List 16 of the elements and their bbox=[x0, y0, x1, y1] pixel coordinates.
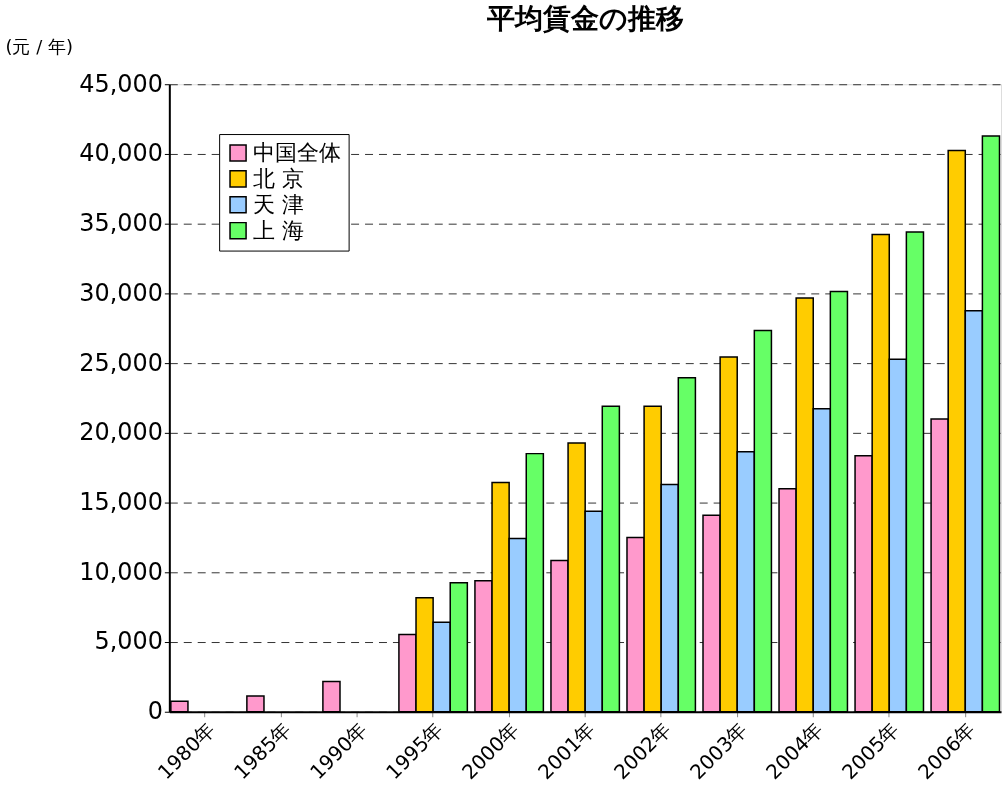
y-tick-label: 10,000 bbox=[79, 557, 163, 586]
chart-title: 平均賃金の推移 bbox=[485, 2, 684, 36]
y-axis-title: (元 / 年) bbox=[5, 35, 73, 57]
y-tick-label: 20,000 bbox=[79, 418, 163, 447]
y-tick-label: 45,000 bbox=[79, 69, 163, 98]
legend-label: 中国全体 bbox=[252, 139, 341, 165]
y-tick-label: 25,000 bbox=[79, 348, 163, 377]
y-tick-label: 5,000 bbox=[94, 627, 163, 656]
y-tick-label: 15,000 bbox=[79, 488, 163, 517]
legend-label: 天 津 bbox=[252, 191, 304, 217]
y-tick-label: 40,000 bbox=[79, 139, 163, 168]
y-tick-label: 35,000 bbox=[79, 209, 163, 238]
legend-label: 上 海 bbox=[252, 217, 304, 243]
y-tick-label: 30,000 bbox=[79, 278, 163, 307]
legend-label: 北 京 bbox=[252, 165, 304, 191]
y-tick-label: 0 bbox=[147, 697, 163, 726]
